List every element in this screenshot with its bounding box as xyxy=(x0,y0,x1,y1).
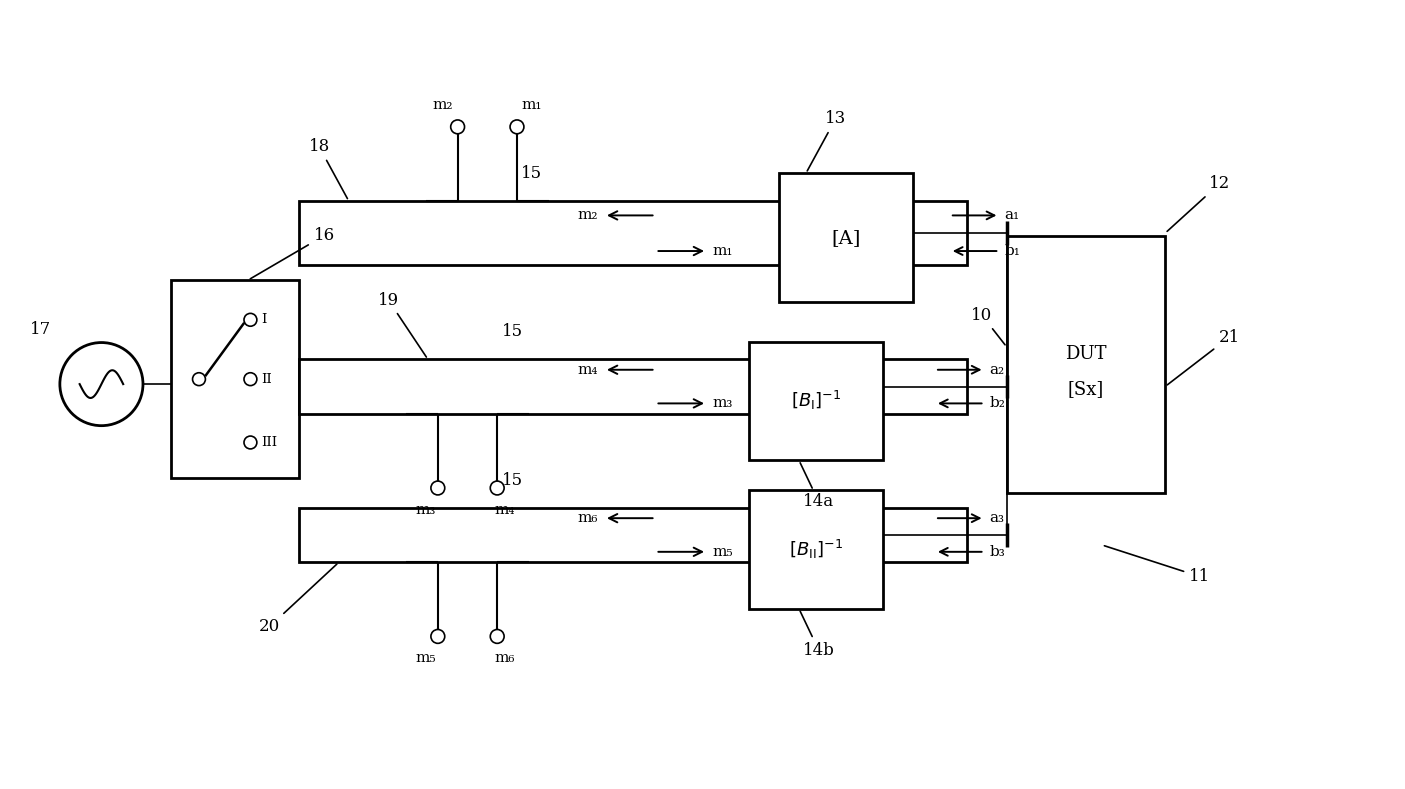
Text: m₁: m₁ xyxy=(521,98,542,112)
Text: a₂: a₂ xyxy=(989,363,1005,377)
Text: m₁: m₁ xyxy=(712,244,733,258)
Bar xyxy=(780,174,913,302)
Text: m₂: m₂ xyxy=(577,208,599,222)
Bar xyxy=(749,490,884,608)
Text: m₃: m₃ xyxy=(712,396,733,410)
Bar xyxy=(170,280,299,478)
Circle shape xyxy=(244,436,257,449)
Text: $[B_\mathrm{I}]^{-1}$: $[B_\mathrm{I}]^{-1}$ xyxy=(791,390,842,413)
Text: b₁: b₁ xyxy=(1005,244,1020,258)
Text: b₂: b₂ xyxy=(989,396,1006,410)
Bar xyxy=(299,201,967,265)
Text: 20: 20 xyxy=(259,564,337,635)
Circle shape xyxy=(244,372,257,386)
Bar xyxy=(1007,236,1165,493)
Text: m₄: m₄ xyxy=(495,503,516,517)
Text: 18: 18 xyxy=(309,138,347,199)
Circle shape xyxy=(192,372,205,386)
Circle shape xyxy=(60,342,143,426)
Text: II: II xyxy=(261,372,273,386)
Circle shape xyxy=(244,313,257,326)
Text: 11: 11 xyxy=(1104,546,1210,585)
Text: 21: 21 xyxy=(1168,328,1241,385)
Text: b₃: b₃ xyxy=(989,545,1005,559)
Text: 13: 13 xyxy=(808,110,846,171)
Text: m₅: m₅ xyxy=(712,545,733,559)
Text: $[B_\mathrm{II}]^{-1}$: $[B_\mathrm{II}]^{-1}$ xyxy=(790,538,843,561)
Text: 17: 17 xyxy=(30,321,51,338)
Text: DUT: DUT xyxy=(1065,346,1107,364)
Text: 15: 15 xyxy=(521,165,542,181)
Text: 15: 15 xyxy=(502,323,523,340)
Circle shape xyxy=(431,630,445,643)
Text: [A]: [A] xyxy=(832,229,861,247)
Text: 12: 12 xyxy=(1168,175,1231,231)
Bar xyxy=(749,342,884,460)
Text: a₁: a₁ xyxy=(1005,208,1020,222)
Text: 14b: 14b xyxy=(801,611,835,659)
Circle shape xyxy=(451,120,465,134)
Text: 15: 15 xyxy=(502,472,523,488)
Circle shape xyxy=(490,481,504,495)
Circle shape xyxy=(431,481,445,495)
Bar xyxy=(299,508,967,563)
Text: m₃: m₃ xyxy=(416,503,436,517)
Text: 14a: 14a xyxy=(801,463,835,510)
Circle shape xyxy=(490,630,504,643)
Text: a₃: a₃ xyxy=(989,511,1005,525)
Text: m₆: m₆ xyxy=(577,511,599,525)
Text: m₂: m₂ xyxy=(433,98,452,112)
Text: III: III xyxy=(261,436,277,449)
Text: 19: 19 xyxy=(378,291,426,357)
Text: m₄: m₄ xyxy=(577,363,599,377)
Text: 16: 16 xyxy=(250,227,334,279)
Text: m₅: m₅ xyxy=(416,651,437,665)
Text: m₆: m₆ xyxy=(495,651,516,665)
Text: I: I xyxy=(261,313,267,327)
Text: [Sx]: [Sx] xyxy=(1068,380,1104,398)
Circle shape xyxy=(510,120,524,134)
Bar xyxy=(299,359,967,413)
Text: 10: 10 xyxy=(971,307,1005,345)
